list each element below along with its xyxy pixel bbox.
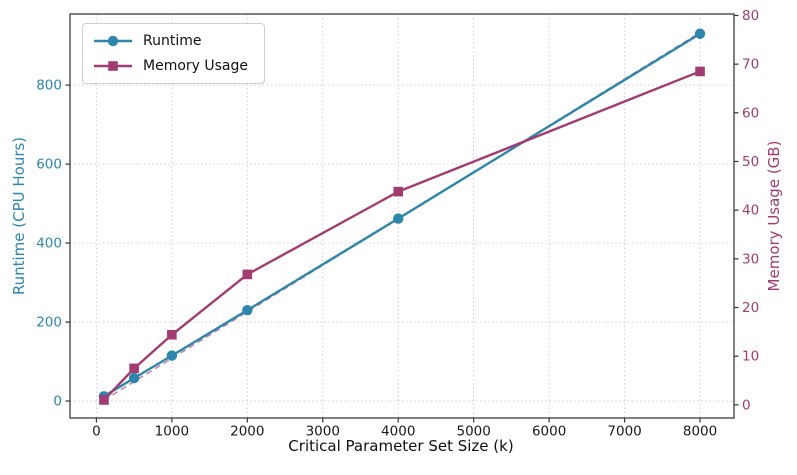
data-point-marker [393, 213, 404, 224]
x-tick-label: 2000 [230, 424, 264, 440]
plot-border [69, 13, 735, 419]
memory-legend-sample-icon [94, 61, 132, 71]
y-right-tick-label: 30 [742, 251, 759, 267]
y-right-tick-label: 50 [742, 154, 759, 170]
y-axis-left-title: Runtime (CPU Hours) [10, 136, 28, 296]
memory-usage-line [103, 70, 701, 401]
x-axis-title: Critical Parameter Set Size (k) [288, 437, 514, 455]
data-point-marker [129, 363, 139, 374]
x-tick-label: 0 [92, 424, 101, 440]
x-tick-label: 3000 [306, 424, 340, 440]
y-right-tick-label: 20 [742, 300, 759, 316]
legend-entry-runtime: Runtime [93, 31, 248, 51]
runtime-legend-sample-icon [94, 35, 132, 47]
y-axis-right-title: Memory Usage (GB) [765, 140, 783, 292]
x-tick-label: 4000 [381, 424, 415, 440]
data-point-marker [694, 28, 706, 39]
x-tick-label: 8000 [683, 424, 717, 440]
data-point-marker [242, 269, 253, 280]
y-right-tick-label: 80 [742, 8, 759, 24]
x-tick-label: 6000 [532, 424, 566, 440]
x-tick-label: 5000 [457, 424, 491, 440]
y-left-tick-label: 600 [36, 157, 62, 173]
y-left-tick-label: 200 [36, 315, 62, 331]
data-point-marker [393, 186, 404, 197]
y-right-tick-label: 70 [742, 57, 759, 73]
data-point-marker [128, 372, 140, 384]
legend: Runtime Memory Usage [82, 23, 266, 84]
data-point-marker [99, 395, 109, 405]
data-point-marker [242, 304, 253, 316]
y-right-tick-label: 60 [742, 105, 759, 121]
data-point-marker [695, 66, 705, 77]
y-left-tick-label: 800 [36, 78, 62, 94]
legend-label-memory: Memory Usage [143, 58, 249, 74]
x-tick-label: 7000 [607, 424, 641, 440]
y-left-tick-label: 400 [36, 236, 62, 252]
y-right-tick-label: 40 [742, 203, 759, 219]
legend-label-runtime: Runtime [143, 33, 202, 49]
runtime-line [103, 32, 701, 398]
data-point-marker [167, 329, 177, 340]
y-right-tick-label: 10 [742, 349, 759, 365]
x-tick-label: 1000 [155, 424, 189, 440]
data-point-marker [166, 350, 178, 361]
legend-entry-memory: Memory Usage [93, 56, 248, 76]
y-right-tick-label: 0 [742, 397, 751, 413]
y-left-tick-label: 0 [53, 394, 62, 410]
